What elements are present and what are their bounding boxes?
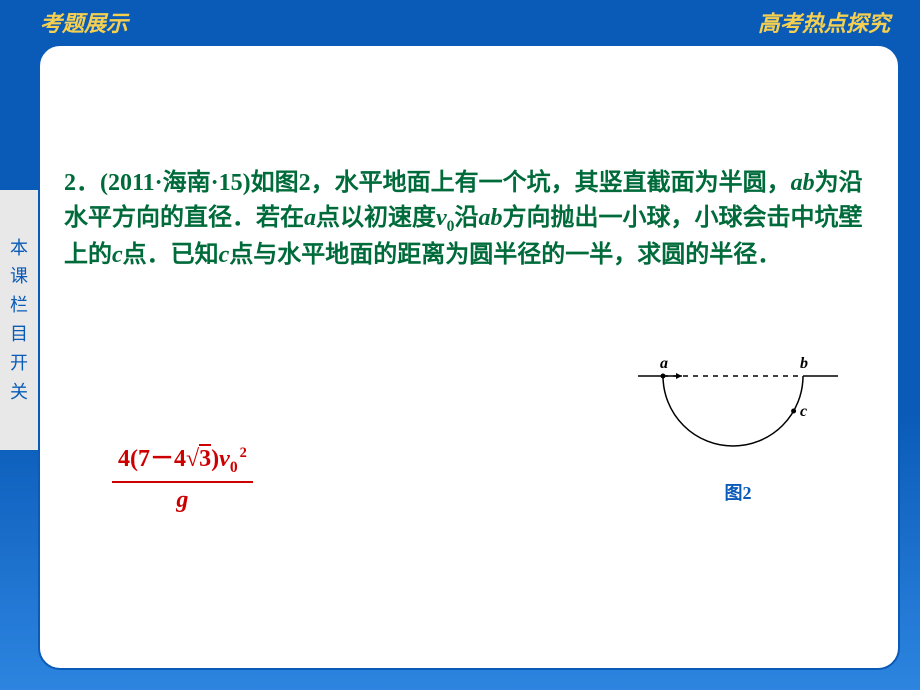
semicircle-arc xyxy=(663,376,803,446)
exp-formula: 2 xyxy=(240,445,247,461)
sidebar-char: 关 xyxy=(10,378,28,407)
problem-text: 2．(2011·海南·15)如图2，水平地面上有一个坑，其竖直截面为半圆，ab为… xyxy=(64,166,874,273)
sidebar-char: 本 xyxy=(10,234,28,263)
slide-content: 2．(2011·海南·15)如图2，水平地面上有一个坑，其竖直截面为半圆，ab为… xyxy=(38,44,900,670)
var-v-formula: v xyxy=(219,446,230,472)
text-part: 点与水平地面的距离为圆半径的一半，求圆的半径． xyxy=(229,242,781,268)
var-ab2: ab xyxy=(478,205,502,231)
label-a: a xyxy=(660,356,668,372)
formula-denominator: g xyxy=(112,483,253,514)
num-p1: 4(7 xyxy=(118,446,150,472)
sidebar-tab[interactable]: 本 课 栏 目 开 关 xyxy=(0,190,38,450)
sidebar-char: 开 xyxy=(10,349,28,378)
header-bar: 考题展示 高考热点探究 xyxy=(0,0,920,44)
figure-caption: 图2 xyxy=(638,479,838,505)
num-p3: ) xyxy=(211,446,219,472)
var-ab: ab xyxy=(791,170,815,196)
text-part: 沿 xyxy=(454,205,478,231)
sqrt-symbol-icon: √ xyxy=(186,446,199,472)
text-part: 点．已知 xyxy=(123,242,219,268)
sqrt-radicand: 3 xyxy=(199,444,211,473)
sqrt-wrap: √3 xyxy=(186,444,211,473)
formula-numerator: 4(7－4√3)v02 xyxy=(112,436,253,483)
var-c: c xyxy=(112,242,123,268)
num-p2: 4 xyxy=(174,446,186,472)
text-part: 如图2，水平地面上有一个坑，其竖直截面为半圆， xyxy=(251,170,791,196)
answer-formula: 4(7－4√3)v02 g xyxy=(112,436,253,514)
num-minus: － xyxy=(150,446,174,472)
var-v: v xyxy=(436,205,447,231)
sidebar-char: 栏 xyxy=(10,291,28,320)
figure-svg: a b c xyxy=(638,356,838,466)
var-a: a xyxy=(304,205,316,231)
v-sub-formula: 0 xyxy=(230,459,238,476)
arrow-head-icon xyxy=(676,373,682,379)
problem-number: 2． xyxy=(64,170,100,196)
text-part: 点以初速度 xyxy=(316,205,436,231)
header-right: 高考热点探究 xyxy=(758,6,890,38)
point-c xyxy=(791,409,796,414)
figure-area: a b c 图2 xyxy=(638,356,838,505)
header-left: 考题展示 xyxy=(40,6,128,38)
label-c: c xyxy=(800,403,807,420)
sidebar-char: 课 xyxy=(10,262,28,291)
problem-source: (2011·海南·15) xyxy=(100,170,251,196)
label-b: b xyxy=(800,356,808,372)
sidebar-char: 目 xyxy=(10,320,28,349)
var-c2: c xyxy=(219,242,230,268)
